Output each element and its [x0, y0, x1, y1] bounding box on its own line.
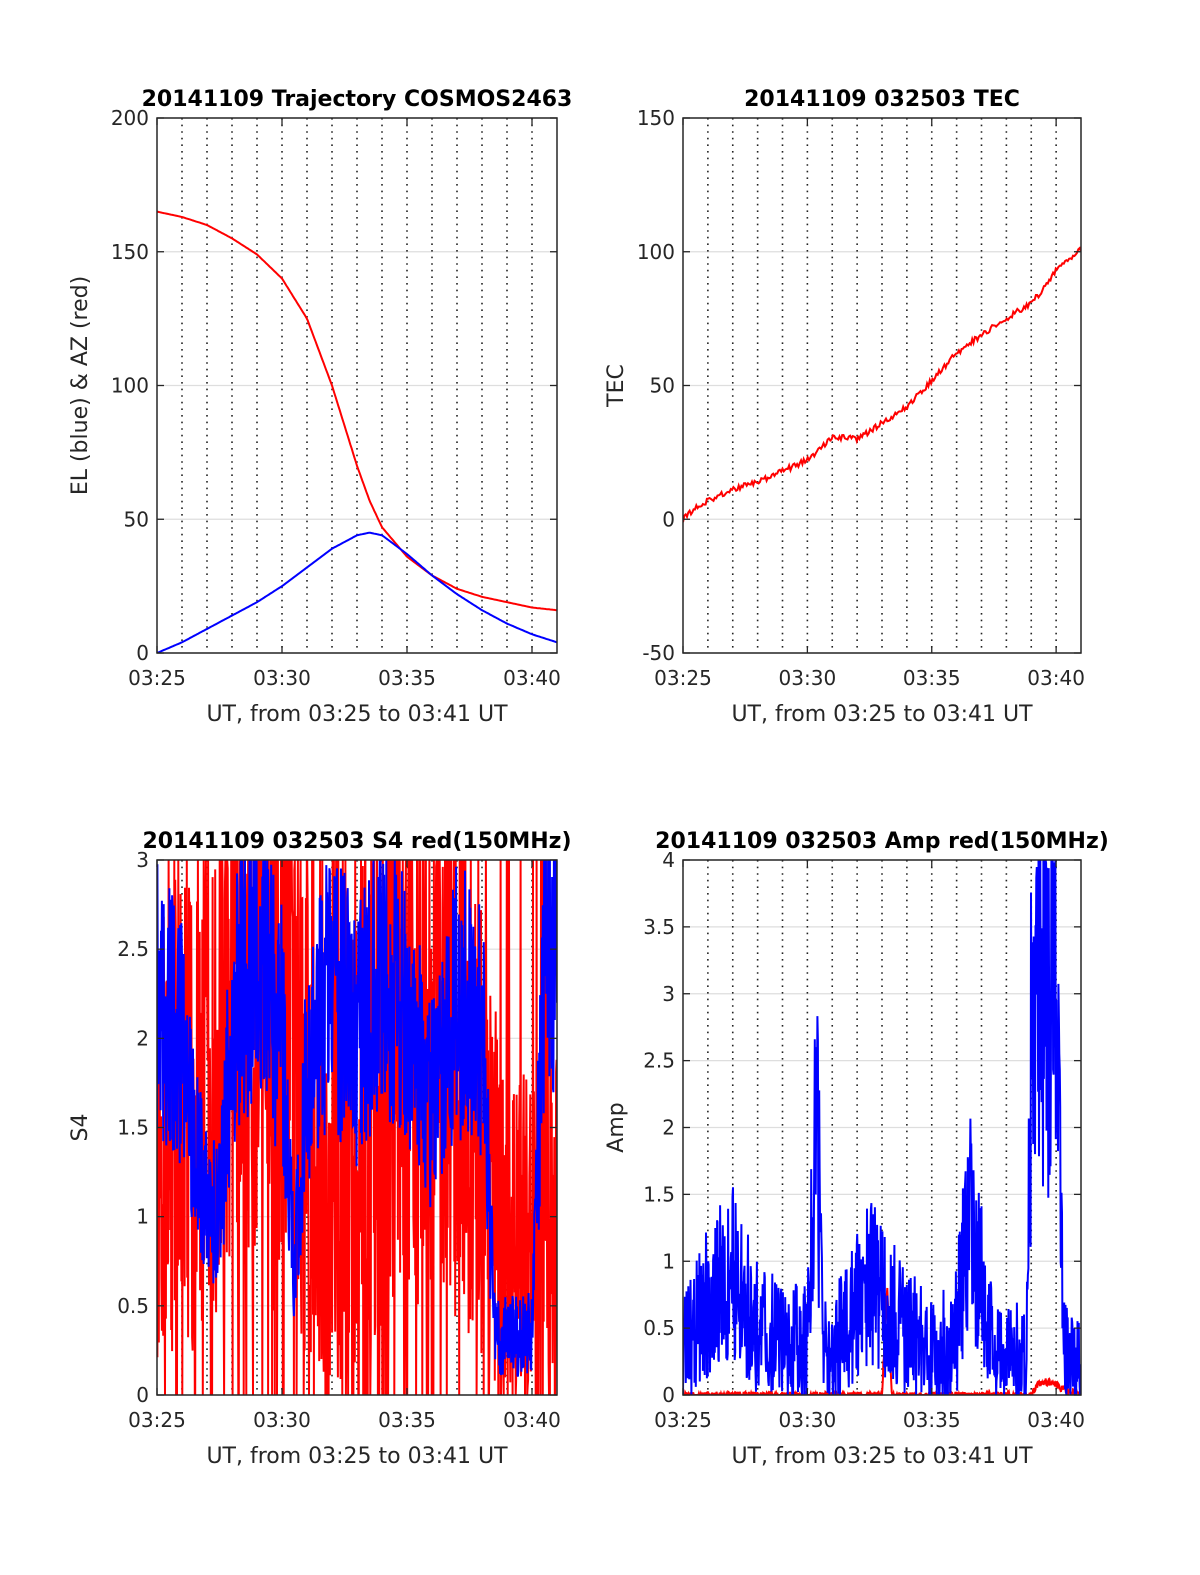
- x-tick-label: 03:35: [378, 666, 436, 690]
- chart-title: 20141109 032503 Amp red(150MHz): [655, 829, 1109, 854]
- y-axis-label: Amp: [604, 1102, 629, 1152]
- x-tick-label: 03:30: [253, 666, 311, 690]
- y-tick-label: -50: [642, 641, 675, 665]
- x-axis-label: UT, from 03:25 to 03:41 UT: [206, 702, 508, 727]
- y-tick-label: 1: [662, 1249, 675, 1273]
- y-tick-label: 4: [662, 848, 675, 872]
- chart-panel-0: 0 50 100 150 200 03:25 03:30 03:35 03:40 20141109…: [68, 87, 572, 727]
- y-tick-label: 0.5: [117, 1294, 149, 1318]
- y-axis-label: S4: [68, 1114, 93, 1142]
- series-line-1: [157, 531, 557, 653]
- series-line-1: [683, 860, 1081, 1395]
- y-tick-label: 2.5: [643, 1049, 675, 1073]
- y-tick-label: 0: [662, 507, 675, 531]
- chart-title: 20141109 Trajectory COSMOS2463: [142, 87, 573, 112]
- y-tick-label: 50: [124, 507, 149, 531]
- y-tick-label: 3: [136, 848, 149, 872]
- series-line-0: [683, 246, 1081, 523]
- y-tick-label: 3: [662, 982, 675, 1006]
- y-tick-label: 200: [111, 106, 149, 130]
- chart-panel-2: 0 0.5 1 1.5 2 2.5 3 03:25 03:30 03:35 03:40 2014110…: [68, 829, 572, 1469]
- y-tick-label: 150: [111, 240, 149, 264]
- chart-panel-3: 0 0.5 1 1.5 2 2.5 3 3.5 4 03:25 03:30 03:35 03:40 201…: [604, 829, 1109, 1469]
- x-axis-label: UT, from 03:25 to 03:41 UT: [731, 702, 1033, 727]
- x-tick-label: 03:25: [128, 666, 186, 690]
- x-tick-label: 03:35: [903, 666, 961, 690]
- y-tick-label: 100: [637, 240, 675, 264]
- y-tick-label: 1.5: [117, 1116, 149, 1140]
- y-tick-label: 100: [111, 374, 149, 398]
- y-axis-label: TEC: [604, 364, 629, 408]
- x-tick-label: 03:40: [503, 666, 561, 690]
- x-tick-label: 03:25: [128, 1408, 186, 1432]
- y-tick-label: 2.5: [117, 937, 149, 961]
- x-tick-label: 03:30: [779, 666, 837, 690]
- x-tick-label: 03:30: [779, 1408, 837, 1432]
- x-tick-label: 03:25: [654, 666, 712, 690]
- x-axis-label: UT, from 03:25 to 03:41 UT: [731, 1444, 1033, 1469]
- y-tick-label: 1: [136, 1205, 149, 1229]
- x-tick-label: 03:40: [1027, 1408, 1085, 1432]
- y-tick-label: 2: [662, 1116, 675, 1140]
- y-tick-label: 150: [637, 106, 675, 130]
- y-tick-label: 0.5: [643, 1316, 675, 1340]
- chart-panel-1: -50 0 50 100 150 03:25 03:30 03:35 03:40 20141109…: [604, 87, 1085, 727]
- chart-title: 20141109 032503 S4 red(150MHz): [142, 829, 571, 854]
- x-tick-label: 03:25: [654, 1408, 712, 1432]
- x-axis-label: UT, from 03:25 to 03:41 UT: [206, 1444, 508, 1469]
- x-tick-label: 03:35: [903, 1408, 961, 1432]
- y-tick-label: 2: [136, 1026, 149, 1050]
- y-tick-label: 0: [136, 1383, 149, 1407]
- y-tick-label: 0: [662, 1383, 675, 1407]
- y-tick-label: 3.5: [643, 915, 675, 939]
- x-tick-label: 03:35: [378, 1408, 436, 1432]
- y-axis-label: EL (blue) & AZ (red): [68, 276, 93, 495]
- x-tick-label: 03:40: [503, 1408, 561, 1432]
- x-tick-label: 03:40: [1027, 666, 1085, 690]
- y-tick-label: 0: [136, 641, 149, 665]
- series-line-0: [157, 210, 557, 612]
- x-tick-label: 03:30: [253, 1408, 311, 1432]
- series-line-0: [157, 860, 557, 1395]
- y-tick-label: 1.5: [643, 1182, 675, 1206]
- series-line-1: [157, 860, 557, 1377]
- chart-title: 20141109 032503 TEC: [744, 87, 1020, 112]
- y-tick-label: 50: [650, 374, 675, 398]
